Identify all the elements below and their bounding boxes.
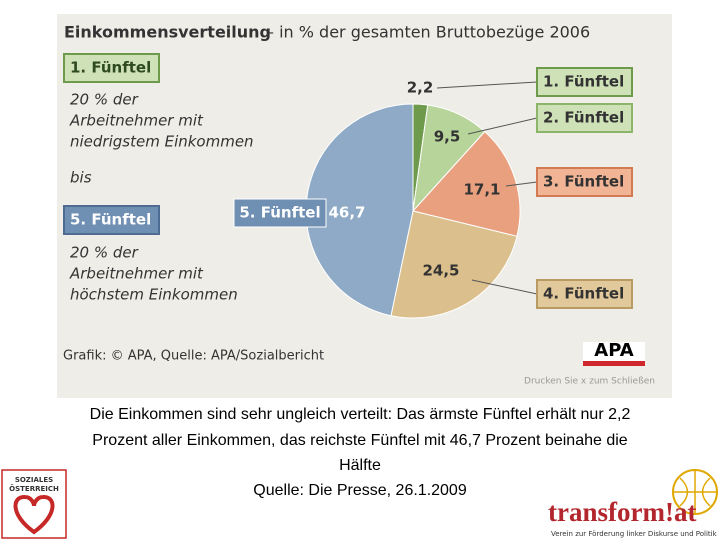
brand-bar bbox=[583, 361, 645, 366]
annotation: 20 % der bbox=[70, 91, 139, 109]
legend-label: 3. Fünftel bbox=[543, 173, 624, 191]
print-hint: Drucken Sie x zum Schließen bbox=[524, 377, 655, 387]
pie bbox=[305, 103, 521, 319]
chart-subtitle: – in % der gesamten Bruttobezüge 2006 bbox=[266, 23, 590, 42]
value-label: 9,5 bbox=[434, 128, 461, 146]
caption-line: Quelle: Die Presse, 26.1.2009 bbox=[253, 482, 467, 499]
legend-box bbox=[536, 279, 633, 309]
source: Grafik: © APA, Quelle: APA/Sozialbericht bbox=[63, 349, 324, 364]
legend-label: 1. Fünftel bbox=[543, 73, 624, 91]
caption-line: Prozent aller Einkommen, das reichste Fü… bbox=[92, 432, 627, 449]
value-label: 24,5 bbox=[422, 262, 459, 280]
left-logo: SOZIALES ÖSTERREICH bbox=[1, 469, 67, 539]
pie-slice bbox=[390, 210, 518, 319]
caption-line: Die Einkommen sind sehr ungleich verteil… bbox=[90, 406, 631, 423]
logo-heart bbox=[13, 495, 55, 535]
value-label: 46,7 bbox=[328, 204, 365, 222]
left-box bbox=[63, 205, 160, 235]
annotation: bis bbox=[70, 169, 92, 187]
leader-line bbox=[467, 117, 538, 135]
brand: APA bbox=[594, 340, 633, 361]
logo-text: ÖSTERREICH bbox=[9, 484, 59, 493]
annotation: Arbeitnehmer mit bbox=[69, 112, 204, 130]
left-box bbox=[63, 53, 160, 83]
annotation: höchstem Einkommen bbox=[70, 286, 238, 304]
slice-name-box bbox=[233, 198, 327, 228]
legend-label: 4. Fünftel bbox=[543, 285, 624, 303]
annotation: 20 % der bbox=[70, 244, 139, 262]
annotation: Arbeitnehmer mit bbox=[69, 265, 204, 283]
leader-line bbox=[471, 279, 538, 295]
chart-title: Einkommensverteilung bbox=[64, 23, 271, 42]
leader-line bbox=[436, 81, 538, 89]
logo-text: transform!at bbox=[548, 497, 696, 527]
pie-slice bbox=[412, 130, 521, 237]
legend-box bbox=[536, 67, 633, 97]
right-logo: transform!at Verein zur Förderung linker… bbox=[548, 469, 718, 538]
annotation: niedrigstem Einkommen bbox=[70, 133, 254, 151]
logo-globe-lines bbox=[673, 470, 717, 514]
logo-text: SOZIALES bbox=[15, 476, 53, 484]
legend-label: 2. Fünftel bbox=[543, 109, 624, 127]
value-label: 17,1 bbox=[463, 181, 500, 199]
leader-line bbox=[505, 181, 538, 187]
slice-name: 5. Fünftel bbox=[239, 204, 320, 222]
value-label: 2,2 bbox=[407, 79, 434, 97]
left-box-label: 1. Fünftel bbox=[70, 59, 151, 77]
left-box-label: 5. Fünftel bbox=[70, 211, 151, 229]
legend-box bbox=[536, 167, 633, 197]
logo-tagline: Verein zur Förderung linker Diskurse und… bbox=[551, 530, 718, 538]
caption-line: Hälfte bbox=[339, 457, 381, 474]
legend-box bbox=[536, 103, 633, 133]
